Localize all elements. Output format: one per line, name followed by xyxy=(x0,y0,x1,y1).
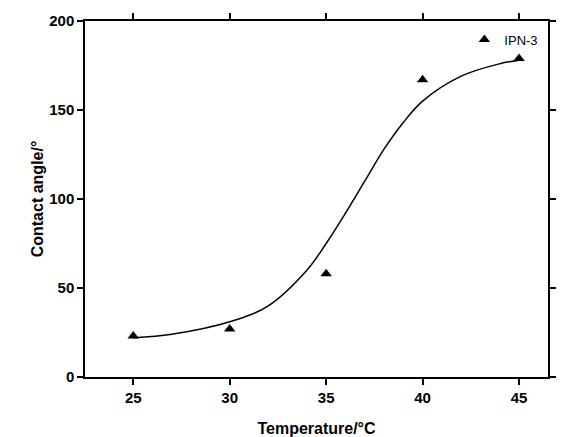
svg-text:50: 50 xyxy=(58,279,75,296)
svg-text:40: 40 xyxy=(414,389,431,406)
svg-text:Contact angle/°: Contact angle/° xyxy=(29,141,46,258)
svg-text:Temperature/°C: Temperature/°C xyxy=(257,420,376,437)
svg-text:35: 35 xyxy=(318,389,335,406)
svg-text:0: 0 xyxy=(66,368,74,385)
svg-text:200: 200 xyxy=(49,12,74,29)
svg-text:150: 150 xyxy=(49,101,74,118)
svg-text:100: 100 xyxy=(49,190,74,207)
svg-text:30: 30 xyxy=(221,389,238,406)
svg-text:IPN-3: IPN-3 xyxy=(504,33,537,48)
svg-text:45: 45 xyxy=(511,389,528,406)
svg-text:25: 25 xyxy=(125,389,142,406)
